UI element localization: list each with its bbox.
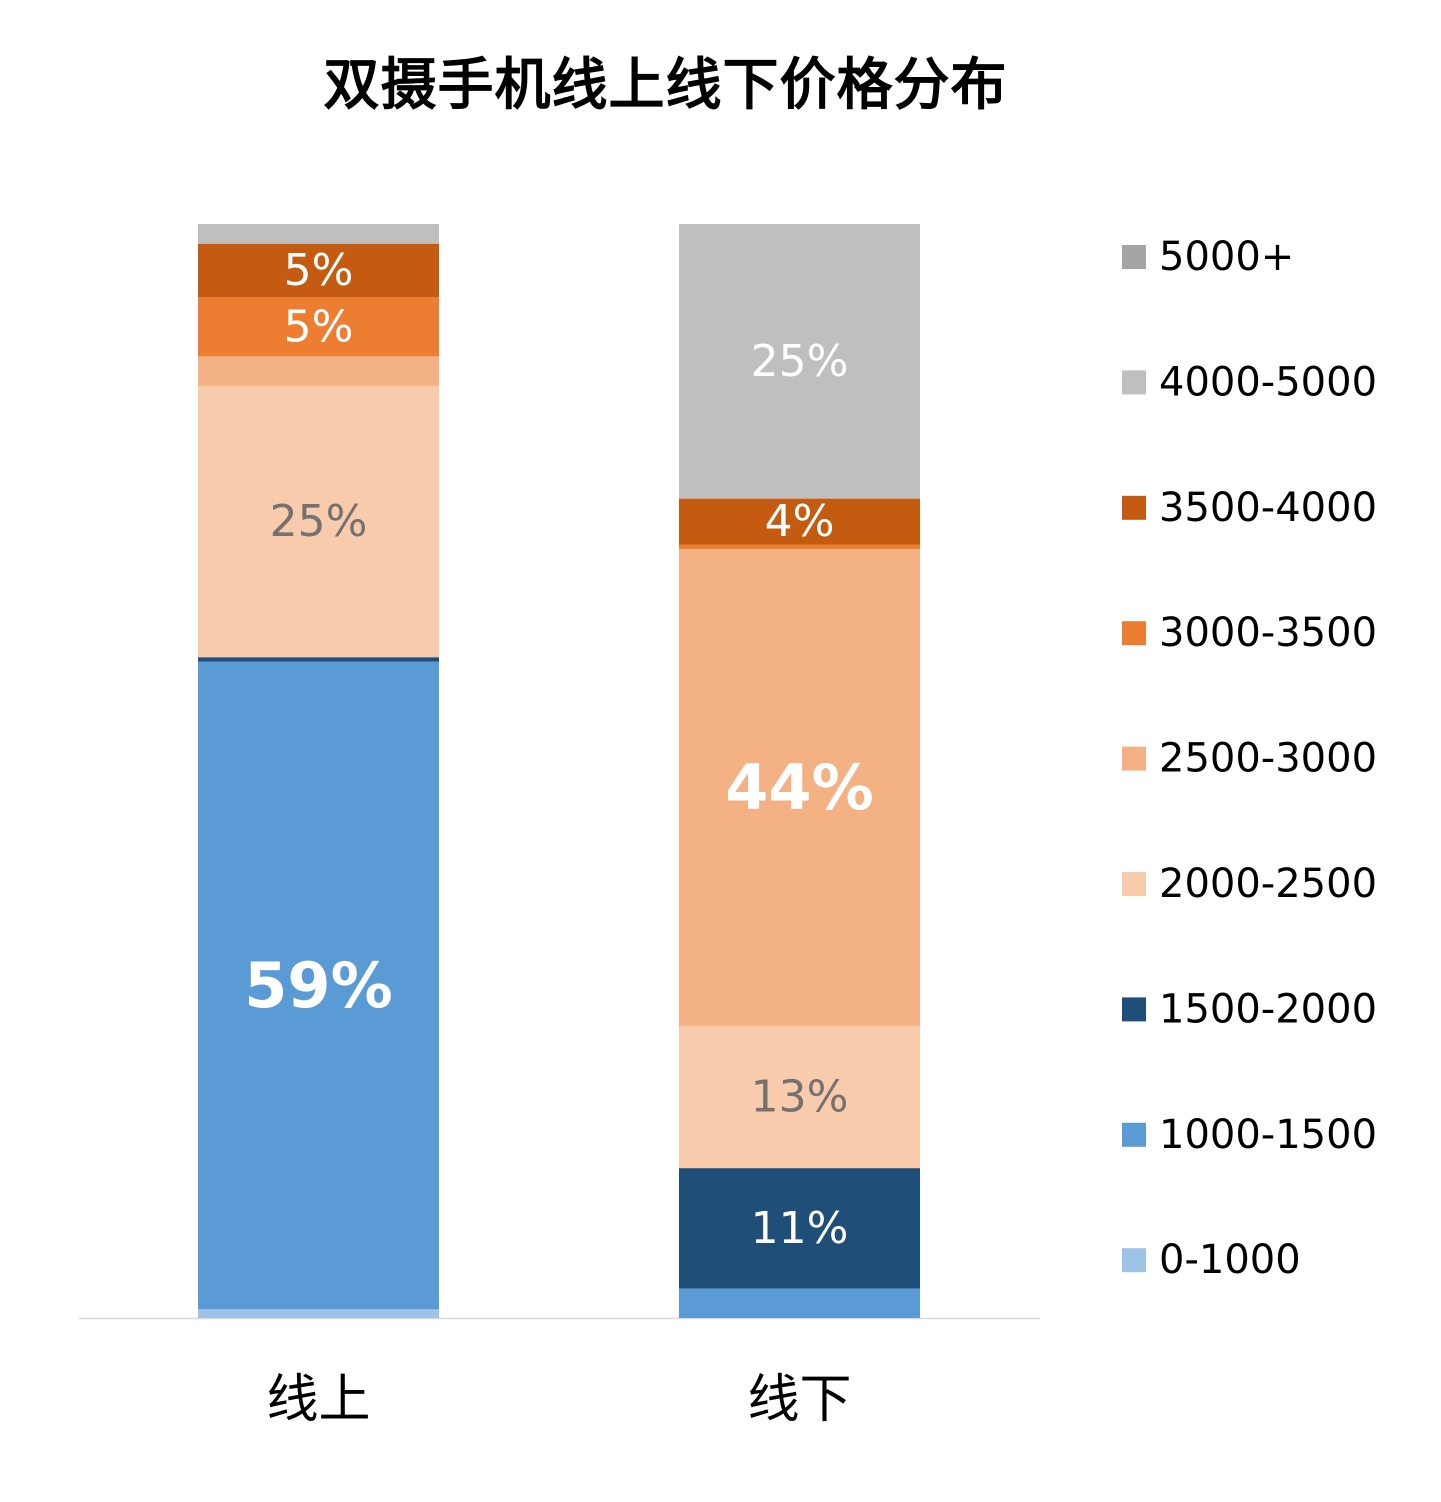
category-label-1: 线下 [747, 1370, 851, 1430]
bar-segment-0-3 [198, 385, 439, 658]
data-label-1-4: 44% [725, 751, 873, 824]
bar-segment-0-4 [198, 356, 439, 386]
legend-swatch-0 [1122, 245, 1146, 269]
bar-segment-1-3 [679, 1025, 920, 1169]
legend-label-7: 1000-1500 [1159, 1112, 1377, 1158]
legend-label-8: 0-1000 [1159, 1237, 1301, 1283]
legend-label-4: 2500-3000 [1159, 736, 1377, 782]
legend-swatch-4 [1122, 746, 1146, 771]
data-label-1-6: 4% [765, 496, 835, 547]
legend-swatch-8 [1122, 1248, 1146, 1273]
data-label-0-3: 25% [270, 496, 368, 547]
chart-title: 双摄手机线上线下价格分布 [323, 53, 1008, 118]
data-label-1-2: 11% [751, 1203, 849, 1254]
legend-label-0: 5000+ [1159, 234, 1294, 280]
data-label-0-1: 59% [244, 949, 392, 1022]
bar-segment-1-2 [679, 1168, 920, 1289]
data-label-1-3: 13% [751, 1072, 849, 1123]
legend-swatch-2 [1122, 495, 1146, 520]
bar-segment-0-1 [198, 661, 439, 1310]
bar-segment-0-5 [198, 297, 439, 357]
bar-segment-0-0 [198, 1309, 439, 1318]
data-label-1-7: 25% [751, 336, 849, 387]
bar-segment-1-1 [679, 1288, 920, 1318]
legend-label-1: 4000-5000 [1159, 359, 1377, 405]
legend-label-6: 1500-2000 [1159, 986, 1377, 1032]
legend-swatch-5 [1122, 872, 1146, 896]
legend-label-5: 2000-2500 [1159, 861, 1377, 907]
legend-swatch-1 [1122, 370, 1146, 395]
bar-segment-1-4 [679, 548, 920, 1026]
legend-swatch-6 [1122, 997, 1146, 1022]
bar-segment-0-2 [198, 657, 439, 662]
bar-segment-1-6 [679, 498, 920, 545]
category-label-0: 线上 [266, 1370, 370, 1430]
bar-segment-1-5 [679, 544, 920, 549]
bar-segment-0-7 [198, 224, 439, 244]
data-label-0-5: 5% [284, 301, 354, 352]
bar-segment-1-7 [679, 224, 920, 499]
bar-segment-0-6 [198, 243, 439, 298]
legend-label-2: 3500-4000 [1159, 485, 1377, 531]
data-label-0-6: 5% [284, 245, 354, 296]
legend-swatch-3 [1122, 621, 1146, 646]
legend-swatch-7 [1122, 1122, 1146, 1147]
legend-label-3: 3000-3500 [1159, 610, 1377, 656]
